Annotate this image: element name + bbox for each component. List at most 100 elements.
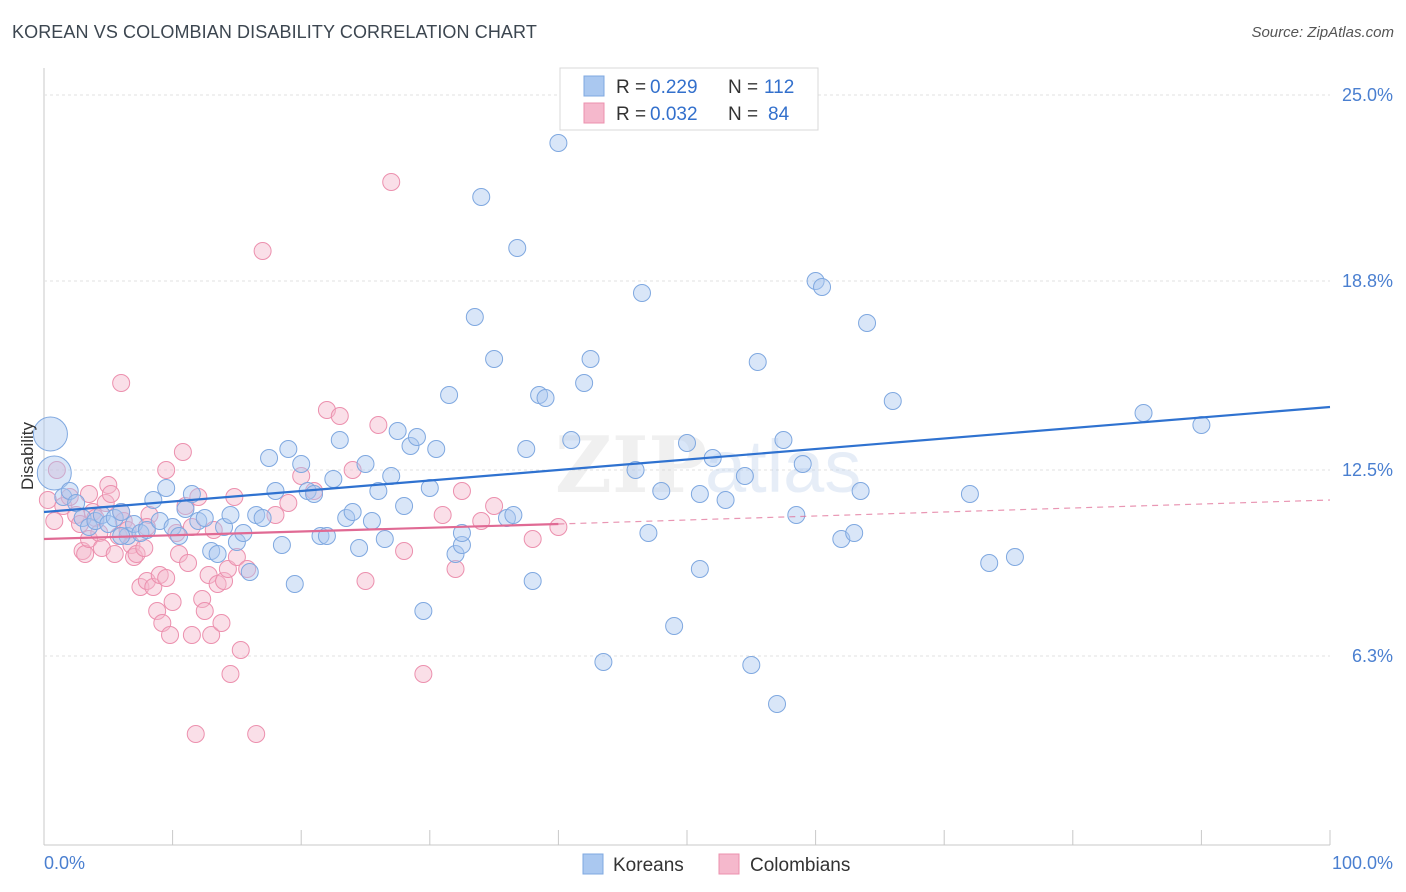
- korean-point: [221, 506, 240, 524]
- colombian-point: [199, 566, 218, 584]
- y-axis-title: Disability: [18, 421, 37, 490]
- korean-point: [793, 455, 812, 473]
- korean-point: [748, 353, 767, 371]
- korean-point: [768, 695, 787, 713]
- colombian-point: [157, 569, 176, 587]
- korean-point: [176, 500, 195, 518]
- y-tick-label: 12.5%: [1342, 460, 1393, 480]
- y-tick-label: 6.3%: [1352, 646, 1393, 666]
- colombian-point: [170, 545, 189, 563]
- korean-point: [350, 539, 369, 557]
- korean-point: [356, 455, 375, 473]
- korean-point: [407, 428, 426, 446]
- chart-title: KOREAN VS COLOMBIAN DISABILITY CORRELATI…: [12, 22, 537, 42]
- korean-point: [813, 278, 832, 296]
- korean-point: [137, 521, 156, 539]
- korean-point: [980, 554, 999, 572]
- korean-point: [858, 314, 877, 332]
- korean-point: [851, 482, 870, 500]
- legend-box: R = 0.229 N = 112 R = 0.032 N = 84: [559, 67, 819, 131]
- korean-point: [536, 389, 555, 407]
- colombian-point: [195, 602, 214, 620]
- y-tick-label: 18.8%: [1342, 271, 1393, 291]
- korean-point: [253, 509, 272, 527]
- korean-point: [324, 470, 343, 488]
- korean-point: [440, 386, 459, 404]
- colombian-point: [101, 485, 120, 503]
- bottom-legend-colombians-label: Colombians: [750, 855, 850, 876]
- legend-colombians-n-label: N =: [728, 104, 758, 125]
- colombian-point: [221, 665, 240, 683]
- korean-point: [369, 482, 388, 500]
- colombian-point: [414, 665, 433, 683]
- korean-point: [1005, 548, 1024, 566]
- korean-point: [195, 509, 214, 527]
- korean-point: [452, 524, 471, 542]
- legend-koreans-n-label: N =: [728, 77, 758, 98]
- legend-colombians-r-label: R =: [616, 104, 646, 125]
- colombian-point: [157, 461, 176, 479]
- korean-point: [182, 485, 201, 503]
- legend-colombians-r-value: 0.032: [650, 104, 698, 125]
- korean-point: [1134, 404, 1153, 422]
- korean-point: [787, 506, 806, 524]
- colombian-point: [382, 173, 401, 191]
- legend-koreans-r-value: 0.229: [650, 77, 698, 98]
- colombian-point: [163, 593, 182, 611]
- x-tick-label-max: 100.0%: [1332, 853, 1393, 873]
- korean-point: [883, 392, 902, 410]
- colombian-point: [231, 641, 250, 659]
- korean-point: [305, 485, 324, 503]
- korean-point: [742, 656, 761, 674]
- korean-point: [32, 416, 68, 452]
- x-ticks: [43, 830, 1331, 845]
- colombian-point: [182, 626, 201, 644]
- colombian-point: [253, 242, 272, 260]
- trend-lines: [43, 405, 1331, 541]
- korean-point: [427, 440, 446, 458]
- colombian-point: [369, 416, 388, 434]
- korean-point: [665, 617, 684, 635]
- source-label: Source: ZipAtlas.com: [1251, 24, 1394, 41]
- korean-point: [735, 467, 754, 485]
- korean-point: [157, 479, 176, 497]
- korean-point: [716, 491, 735, 509]
- colombian-point: [356, 572, 375, 590]
- korean-point: [266, 482, 285, 500]
- colombian-point: [215, 572, 234, 590]
- y-tick-labels: 6.3% 12.5% 18.8% 25.0%: [1342, 85, 1393, 666]
- korean-point: [523, 572, 542, 590]
- korean-point: [292, 455, 311, 473]
- korean-point: [626, 461, 645, 479]
- korean-point: [388, 422, 407, 440]
- korean-point: [562, 431, 581, 449]
- colombian-point: [193, 590, 212, 608]
- colombian-point: [202, 626, 221, 644]
- korean-point: [343, 503, 362, 521]
- korean-point: [240, 563, 259, 581]
- korean-point: [414, 602, 433, 620]
- colombian-point: [523, 530, 542, 548]
- korean-point: [774, 431, 793, 449]
- korean-point: [581, 350, 600, 368]
- colombians-trend-extension: [558, 499, 1331, 525]
- korean-point: [330, 431, 349, 449]
- korean-point: [395, 497, 414, 515]
- korean-point: [279, 440, 298, 458]
- colombian-point: [238, 560, 257, 578]
- legend-koreans-swatch: [583, 75, 605, 97]
- bottom-legend: Koreans Colombians: [582, 853, 850, 876]
- korean-point: [960, 485, 979, 503]
- koreans-trend-line: [43, 405, 1331, 514]
- legend-colombians-swatch: [583, 102, 605, 124]
- svg-text:ZIP: ZIP: [555, 420, 707, 511]
- korean-point: [401, 437, 420, 455]
- korean-point: [652, 482, 671, 500]
- korean-point: [639, 524, 658, 542]
- colombian-point: [125, 548, 144, 566]
- colombian-point: [212, 614, 231, 632]
- korean-point: [260, 449, 279, 467]
- colombian-point: [105, 545, 124, 563]
- colombian-point: [227, 548, 246, 566]
- korean-point: [517, 440, 536, 458]
